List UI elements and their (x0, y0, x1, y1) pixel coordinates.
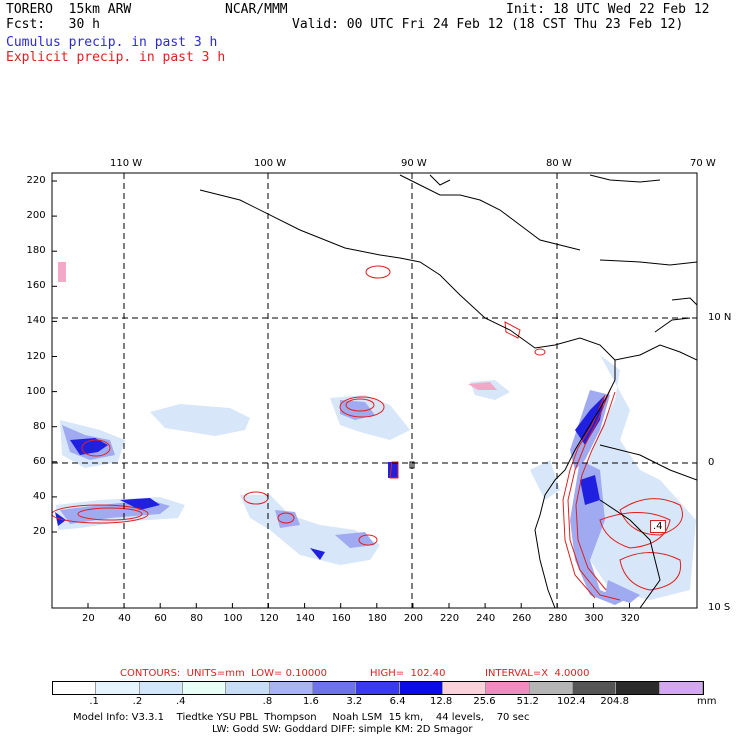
colorbar-swatch (269, 682, 313, 694)
colorbar-swatch (53, 682, 97, 694)
colorbar-label: 1.6 (303, 696, 319, 707)
colorbar-swatch (399, 682, 443, 694)
x-tick-label: 140 (295, 613, 315, 624)
x-tick-label: 200 (403, 613, 423, 624)
lat-lon-grid (52, 173, 697, 608)
coastlines (199, 174, 697, 608)
colorbar-unit: mm (697, 696, 717, 707)
colorbar-swatch (182, 682, 227, 694)
colorbar-label: 3.2 (346, 696, 363, 707)
colorbar-label: 102.4 (557, 696, 586, 707)
init-time: Init: 18 UTC Wed 22 Feb 12 (506, 2, 710, 17)
lon-label: 100 W (254, 158, 287, 169)
y-tick-label: 160 (26, 280, 46, 292)
contours-interval: INTERVAL=X 4.0000 (485, 668, 590, 679)
y-tick-label: 80 (33, 420, 46, 432)
y-tick-label: 20 (33, 526, 46, 537)
colorbar-swatch (529, 682, 573, 694)
map-frame (51, 172, 698, 609)
colorbar-swatch (442, 682, 487, 694)
y-tick-label: 180 (26, 245, 46, 257)
explicit-legend: Explicit precip. in past 3 h (6, 50, 226, 65)
explicit-contours (52, 265, 683, 601)
colorbar-swatch (226, 682, 270, 694)
y-tick-label: 40 (33, 490, 46, 502)
colorbar-swatch (659, 682, 703, 694)
forecast-hour: Fcst: 30 h (6, 17, 100, 32)
colorbar (52, 681, 704, 695)
colorbar-swatch (572, 682, 617, 694)
colorbar-label: .1 (89, 696, 99, 707)
lat-label: 10 N (708, 312, 732, 323)
colorbar-swatch (616, 682, 660, 694)
colorbar-label: .8 (262, 696, 273, 707)
contours-info: CONTOURS: UNITS=mm LOW= 0.10000 (120, 668, 327, 679)
x-tick-label: 20 (82, 613, 95, 624)
model-title: TORERO 15km ARW (6, 2, 132, 17)
lon-label: 70 W (690, 158, 716, 169)
y-tick-label: 60 (33, 455, 46, 467)
colorbar-label: 204.8 (600, 696, 629, 707)
x-tick-label: 160 (331, 613, 351, 624)
model-physics: LW: Godd SW: Goddard DIFF: simple KM: 2D… (212, 724, 473, 735)
lon-label: 90 W (401, 158, 427, 169)
max-value-label: .4 (650, 520, 666, 533)
y-tick-label: 220 (26, 175, 46, 186)
x-tick-label: 120 (259, 613, 279, 624)
x-tick-label: 300 (584, 613, 604, 624)
x-tick-label: 280 (548, 613, 568, 624)
colorbar-swatch (356, 682, 400, 694)
x-tick-label: 100 (223, 613, 243, 624)
x-tick-label: 60 (154, 613, 167, 624)
colorbar-swatch (139, 682, 183, 694)
lat-label: 10 S (708, 602, 731, 613)
x-tick-label: 260 (512, 613, 532, 624)
lat-label: 0 (708, 457, 715, 468)
x-tick-label: 320 (620, 613, 640, 624)
x-tick-label: 80 (190, 613, 204, 624)
lon-label: 80 W (546, 158, 572, 169)
colorbar-label: 51.2 (516, 696, 539, 707)
y-tick-label: 140 (26, 315, 46, 327)
valid-time: Valid: 00 UTC Fri 24 Feb 12 (18 CST Thu … (292, 17, 684, 32)
y-tick-label: 200 (26, 210, 46, 222)
colorbar-label: 6.4 (389, 696, 406, 707)
tick-marks (52, 180, 630, 608)
cumulus-legend: Cumulus precip. in past 3 h (6, 35, 218, 50)
precip-heavy (55, 395, 605, 560)
colorbar-label: 25.6 (473, 696, 496, 707)
x-tick-label: 180 (367, 613, 387, 624)
contours-high: HIGH= 102.40 (370, 668, 446, 679)
y-tick-label: 100 (26, 385, 46, 397)
x-tick-label: 40 (118, 613, 131, 624)
colorbar-label: 12.8 (430, 696, 453, 707)
x-tick-label: 240 (476, 613, 496, 624)
colorbar-swatch (486, 682, 530, 694)
colorbar-swatch (96, 682, 140, 694)
y-tick-label: 120 (26, 350, 46, 362)
precip-pink (58, 262, 497, 390)
lon-label: 110 W (110, 158, 143, 169)
colorbar-label: .2 (132, 696, 143, 707)
colorbar-label: .4 (176, 696, 186, 707)
center-title: NCAR/MMM (225, 2, 288, 17)
model-info: Model Info: V3.3.1 Tiedtke YSU PBL Thomp… (73, 712, 530, 723)
colorbar-swatch (312, 682, 357, 694)
x-tick-label: 220 (440, 613, 460, 624)
